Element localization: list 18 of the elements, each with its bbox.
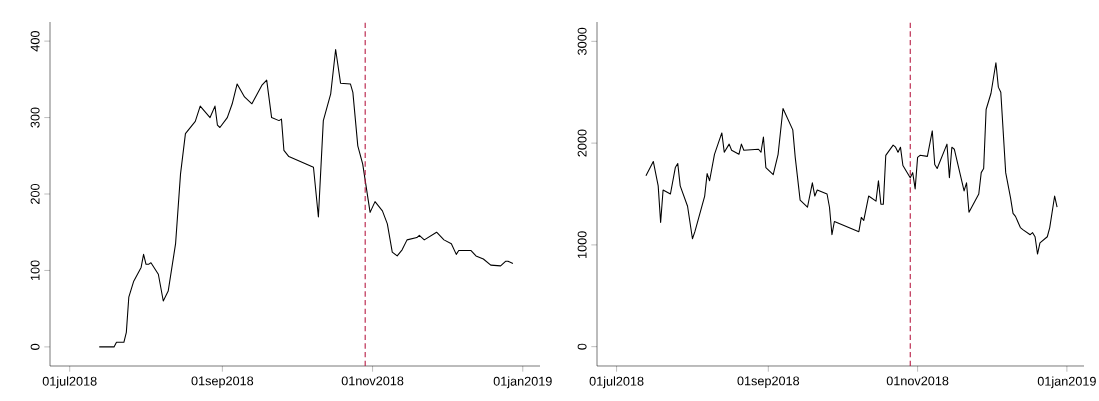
- x-tick-label: 01sep2018: [737, 376, 800, 388]
- y-tick-label: 0: [577, 343, 587, 350]
- x-tick-label: 01jan2019: [1037, 376, 1096, 389]
- line-series: [645, 62, 1058, 255]
- x-tick-label: 01jul2018: [589, 376, 644, 389]
- y-tick-label: 0: [30, 343, 40, 350]
- x-tick-label: 01jan2019: [493, 376, 552, 389]
- y-tick-label: 2000: [577, 129, 587, 157]
- x-tick-label: 01jul2018: [42, 376, 97, 389]
- y-tick-label: 100: [30, 260, 40, 281]
- y-tick-label: 1000: [577, 231, 587, 259]
- x-tick-label: 01sep2018: [191, 376, 254, 388]
- x-tick-label: 01nov2018: [886, 376, 949, 386]
- y-tick-label: 300: [30, 107, 40, 128]
- y-tick-label: 200: [30, 183, 40, 204]
- x-tick-label: 01nov2018: [341, 376, 404, 386]
- y-tick-label: 3000: [577, 27, 587, 55]
- y-tick-label: 400: [30, 31, 40, 52]
